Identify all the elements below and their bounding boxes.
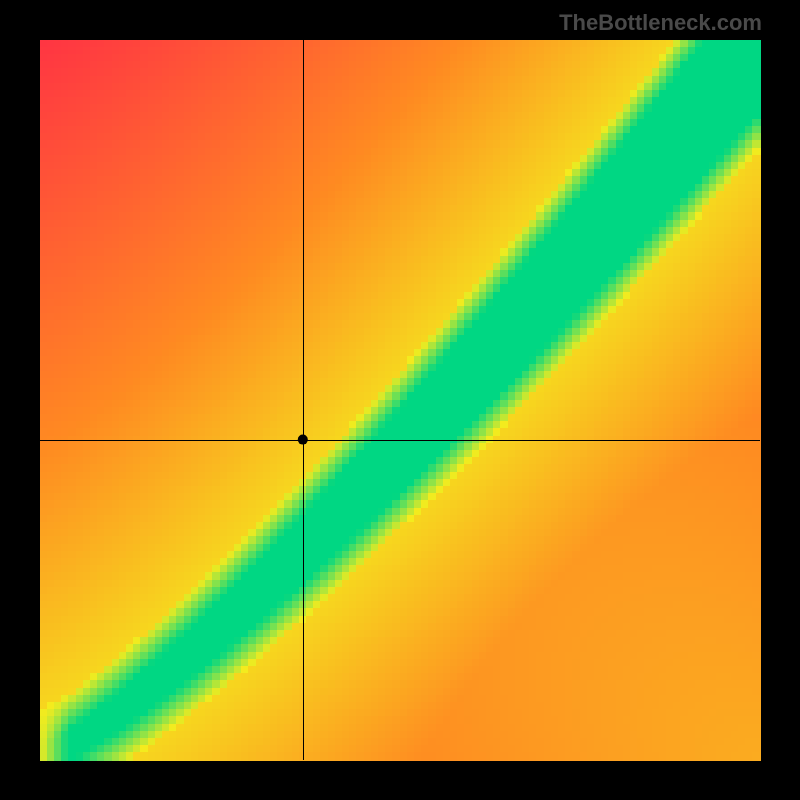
watermark-text: TheBottleneck.com xyxy=(559,10,762,36)
chart-container: TheBottleneck.com xyxy=(0,0,800,800)
bottleneck-heatmap-canvas xyxy=(0,0,800,800)
